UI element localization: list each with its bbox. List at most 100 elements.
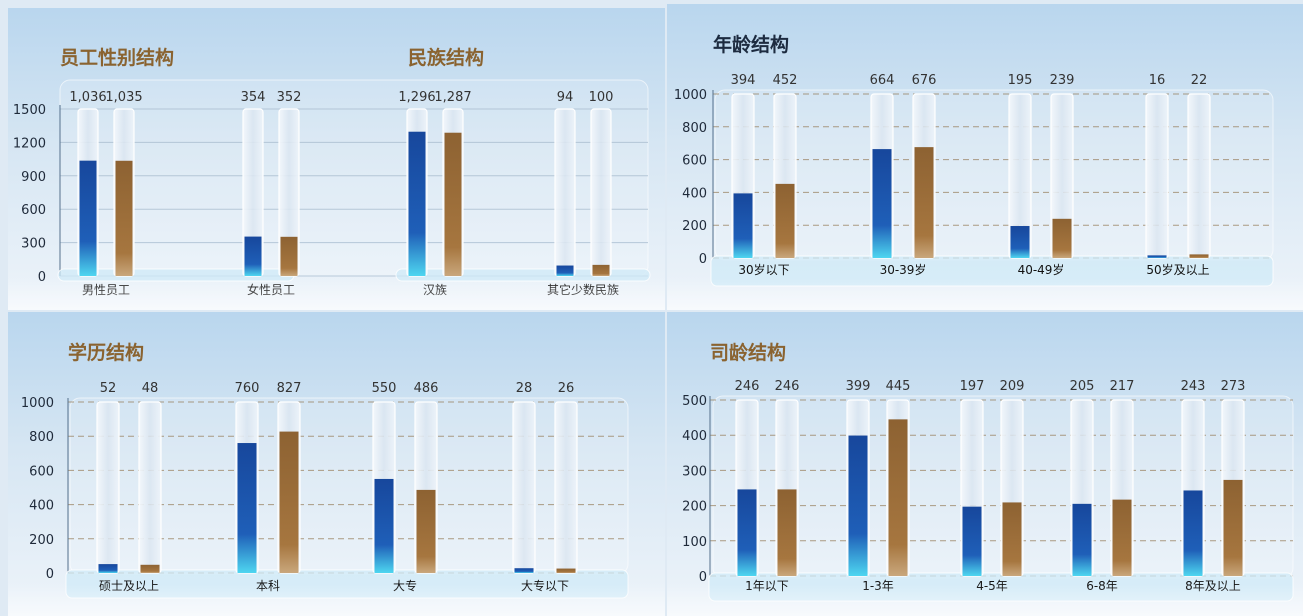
bar-blue — [79, 160, 97, 276]
bar-bronze — [914, 147, 934, 258]
data-label: 550 — [372, 381, 397, 396]
tenure-chart: 0 100 200 300 400 500 司龄结构 1年以下 246 246 1-3年 399 445… — [682, 341, 1294, 602]
data-label: 664 — [870, 73, 895, 88]
bar-bronze — [444, 132, 462, 276]
data-label: 52 — [100, 381, 117, 396]
glass-tube — [590, 108, 612, 277]
data-label: 197 — [960, 379, 985, 394]
glass-base — [65, 569, 629, 599]
y-tick-label: 400 — [682, 186, 707, 201]
bar-blue — [737, 489, 757, 576]
data-label: 195 — [1008, 73, 1033, 88]
y-tick-label: 800 — [682, 121, 707, 136]
chart-title: 学历结构 — [68, 341, 144, 364]
y-tick-label: 800 — [29, 430, 54, 445]
bar-blue — [872, 149, 892, 258]
y-tick-label: 500 — [682, 394, 707, 409]
category-label: 30-39岁 — [880, 262, 927, 277]
bar-blue — [408, 131, 426, 276]
glass-tube — [96, 401, 120, 574]
glass-tube — [554, 108, 576, 277]
chart-title: 员工性别结构 — [60, 46, 174, 69]
bar-bronze — [280, 236, 298, 276]
y-tick-label: 200 — [682, 500, 707, 515]
bar-blue — [1010, 226, 1030, 258]
data-label: 205 — [1070, 379, 1095, 394]
bar-blue — [1147, 255, 1167, 258]
y-tick-label: 200 — [682, 219, 707, 234]
category-label: 本科 — [256, 579, 280, 593]
y-tick-label: 0 — [699, 252, 707, 267]
bar-bronze — [1112, 499, 1132, 576]
chart-title: 年龄结构 — [713, 33, 789, 56]
data-label: 486 — [414, 381, 439, 396]
data-label: 827 — [277, 381, 302, 396]
y-tick-label: 600 — [21, 203, 46, 218]
data-label: 246 — [775, 379, 800, 394]
y-tick-label: 600 — [29, 464, 54, 479]
bar-bronze — [1223, 479, 1243, 576]
y-tick-label: 100 — [682, 535, 707, 550]
bar-bronze — [1189, 254, 1209, 258]
data-label: 452 — [773, 73, 798, 88]
glass-tube — [554, 401, 578, 574]
data-label: 217 — [1110, 379, 1135, 394]
bar-bronze — [556, 568, 576, 573]
data-label: 239 — [1050, 73, 1075, 88]
glass-tube — [512, 401, 536, 574]
bar-blue — [1183, 490, 1203, 576]
chart-title: 民族结构 — [408, 46, 484, 69]
bar-bronze — [775, 183, 795, 258]
bar-blue — [1072, 503, 1092, 576]
age-chart: 0 200 400 600 800 1000 年龄结构 30岁以下 394 452 30-39岁 66… — [674, 33, 1274, 287]
bar-blue — [98, 564, 118, 573]
y-tick-label: 400 — [29, 499, 54, 514]
category-label: 男性员工 — [82, 283, 130, 297]
data-label: 209 — [1000, 379, 1025, 394]
bar-bronze — [592, 264, 610, 276]
glass-base — [395, 268, 651, 282]
data-label: 676 — [912, 73, 937, 88]
chart-title: 司龄结构 — [710, 341, 786, 364]
category-label: 汉族 — [423, 283, 447, 297]
bar-bronze — [888, 419, 908, 576]
y-tick-label: 300 — [21, 237, 46, 252]
bar-bronze — [1002, 502, 1022, 576]
bar-blue — [962, 506, 982, 576]
bar-blue — [237, 443, 257, 573]
y-tick-label: 1000 — [21, 396, 54, 411]
y-tick-label: 0 — [699, 570, 707, 585]
glass-tube — [138, 401, 162, 574]
glass-tube — [1145, 93, 1169, 259]
data-label: 28 — [516, 381, 533, 396]
category-label: 30岁以下 — [738, 262, 789, 277]
data-label: 1,296 — [398, 90, 435, 105]
data-label: 243 — [1181, 379, 1206, 394]
y-tick-label: 1200 — [13, 136, 46, 151]
category-label: 硕士及以上 — [99, 579, 159, 593]
category-label: 女性员工 — [247, 282, 295, 297]
bar-bronze — [115, 160, 133, 276]
bar-blue — [733, 193, 753, 258]
data-label: 16 — [1149, 73, 1166, 88]
data-label: 399 — [846, 379, 871, 394]
panel-education: 0 200 400 600 800 1000 学历结构 硕士及以上 52 48 本科 760 827 大专… — [8, 312, 665, 616]
bar-bronze — [1052, 218, 1072, 258]
data-label: 100 — [589, 90, 614, 105]
category-label: 1-3年 — [862, 579, 894, 593]
glass-base — [710, 255, 1274, 287]
panel-gender-ethnicity: 0 300 600 900 1200 1500 员工性别结构 男性员工 1,036 1,035 女性… — [8, 8, 665, 310]
category-label: 1年以下 — [745, 579, 789, 593]
data-label: 22 — [1191, 73, 1208, 88]
data-label: 94 — [557, 90, 574, 105]
category-label: 40-49岁 — [1018, 262, 1065, 277]
glass-tube — [1187, 93, 1211, 259]
data-label: 354 — [241, 90, 266, 105]
y-tick-label: 400 — [682, 429, 707, 444]
bar-bronze — [140, 564, 160, 573]
data-label: 1,036 — [69, 90, 106, 105]
y-tick-label: 0 — [38, 270, 46, 285]
